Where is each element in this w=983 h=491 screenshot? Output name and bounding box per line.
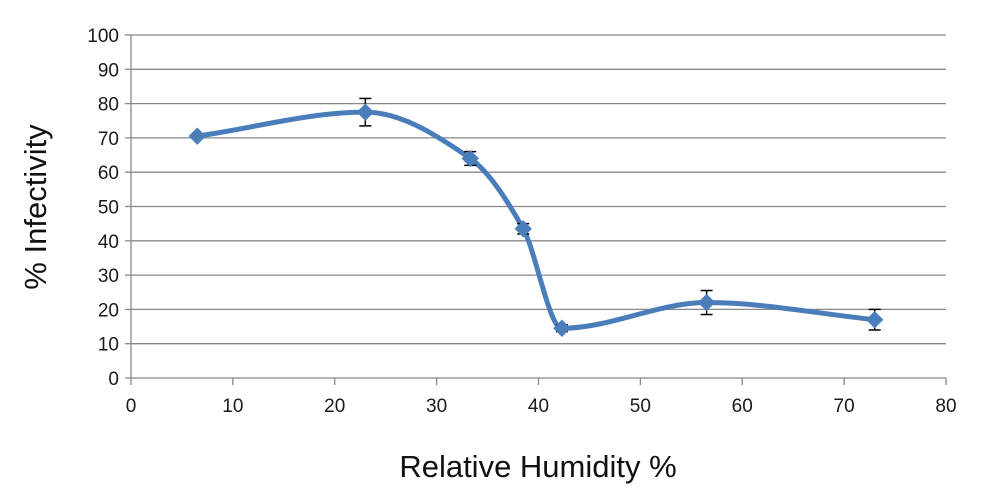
error-bars	[359, 97, 881, 333]
data-points	[188, 103, 884, 337]
y-tick-label: 70	[98, 129, 119, 150]
y-tick-label: 30	[98, 266, 119, 287]
x-tick-label: 60	[732, 396, 753, 417]
x-tick-label: 0	[126, 396, 137, 417]
y-tick-label: 0	[108, 369, 119, 390]
data-point-marker	[553, 319, 571, 337]
data-point-marker	[514, 220, 532, 238]
data-point-marker	[697, 293, 716, 312]
x-tick-label: 80	[935, 396, 956, 417]
x-tick-labels: 0 10 20 30 40 50 60 70 80	[126, 396, 957, 417]
x-tick-label: 50	[630, 396, 651, 417]
x-tick-label: 10	[222, 396, 243, 417]
y-tick-label: 100	[87, 26, 119, 47]
series-line	[194, 109, 878, 331]
data-point-marker	[188, 127, 206, 145]
y-tick-label: 50	[98, 198, 119, 219]
x-tick-label: 30	[426, 396, 447, 417]
gridlines	[131, 34, 946, 345]
y-tick-label: 60	[98, 163, 119, 184]
y-tick-label: 40	[98, 232, 119, 253]
data-point-marker	[461, 149, 479, 168]
y-tick-label: 90	[98, 60, 119, 81]
x-tick-label: 20	[324, 396, 345, 417]
y-tick-label: 20	[98, 300, 119, 321]
x-tick-label: 70	[834, 396, 855, 417]
y-axis-title: % Infectivity	[18, 124, 53, 290]
x-tick-label: 40	[528, 396, 549, 417]
x-axis-title: Relative Humidity %	[399, 449, 676, 484]
y-tick-label: 80	[98, 95, 119, 116]
data-point-marker	[865, 310, 884, 329]
data-point-marker	[356, 103, 375, 121]
y-tick-labels: 0 10 20 30 40 50 60 70 80 90 100	[87, 26, 119, 390]
axes	[125, 34, 947, 385]
y-tick-label: 10	[98, 335, 119, 356]
